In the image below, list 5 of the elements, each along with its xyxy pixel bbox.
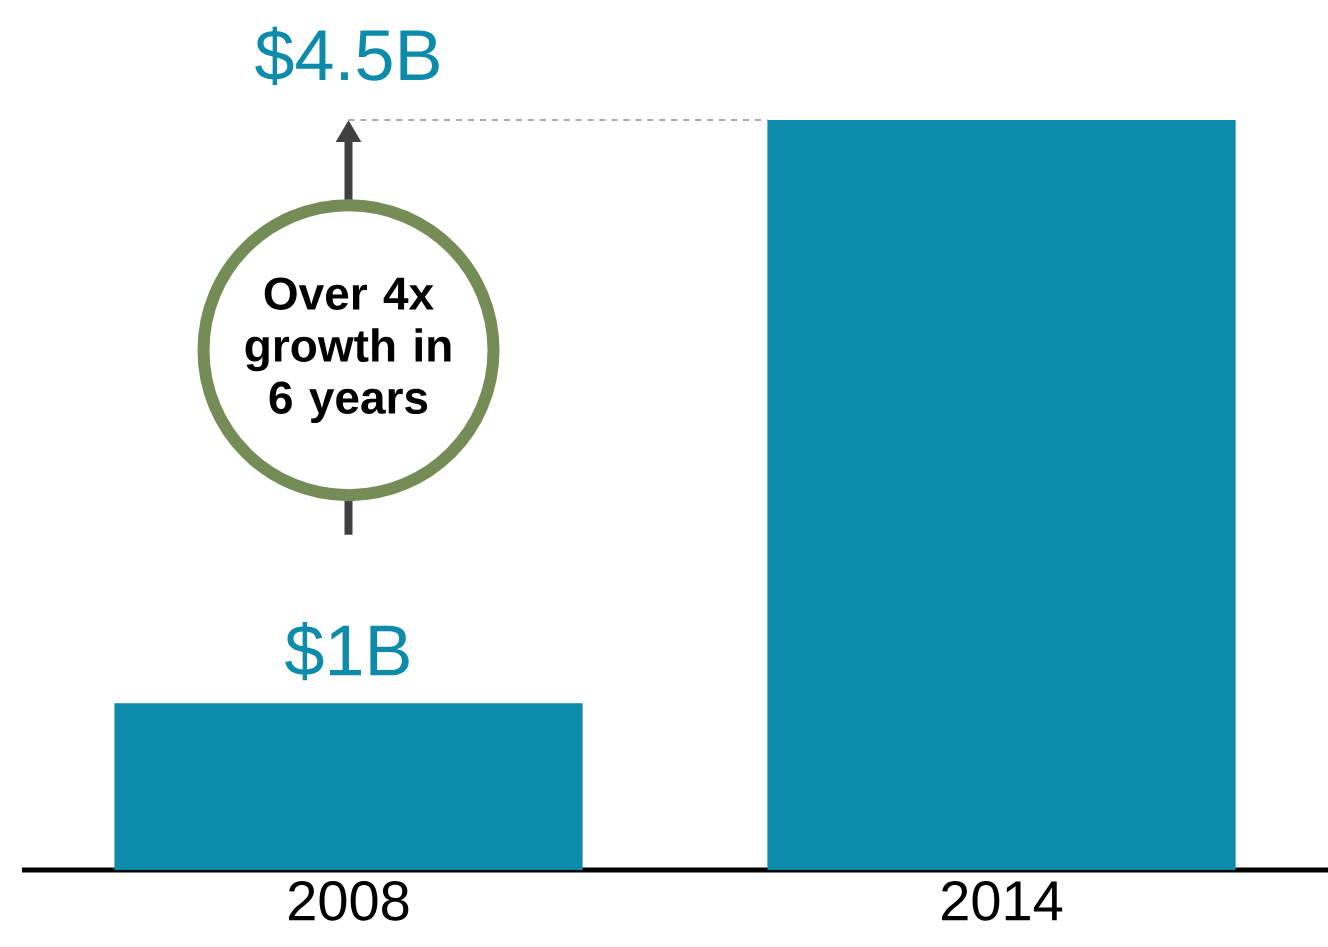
x-tick-label: 2014 [942, 881, 1063, 921]
annotation: $4.5B [255, 26, 439, 85]
x-tick-label: 2008 [289, 881, 409, 921]
data-label: $1B [285, 621, 409, 681]
annotation: Over 4x growth in 6 years [245, 277, 451, 424]
